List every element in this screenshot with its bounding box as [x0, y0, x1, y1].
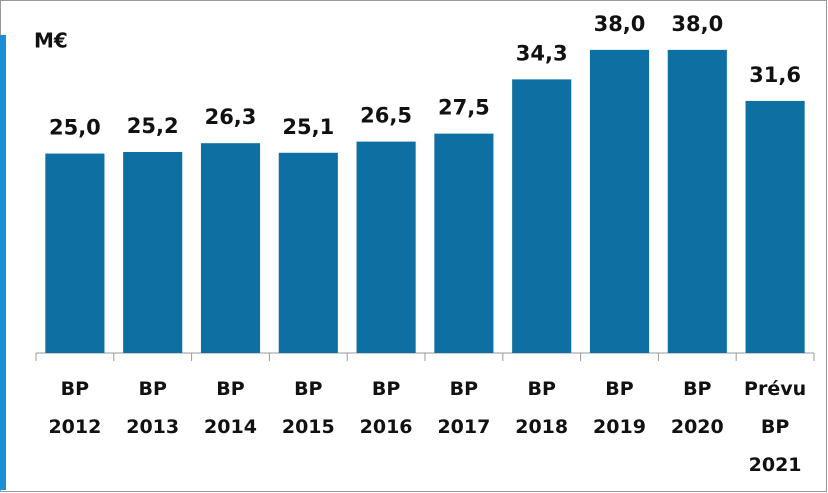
bar [45, 153, 105, 353]
bar [512, 79, 572, 353]
x-tick-label: BP 2012 [48, 378, 102, 438]
bar [667, 49, 727, 353]
x-tick-label: BP 2019 [593, 378, 646, 438]
value-label: 38,0 [671, 12, 723, 36]
bar [434, 133, 494, 353]
bar [278, 152, 338, 353]
value-label: 26,5 [360, 104, 412, 128]
x-tick-label: Prévu BP 2021 [744, 378, 807, 476]
value-label: 25,0 [49, 116, 101, 140]
x-tick-label: BP 2018 [515, 378, 569, 438]
side-stripe [0, 35, 6, 490]
value-label: 31,6 [749, 63, 801, 87]
bar [200, 143, 261, 353]
bar [123, 151, 183, 353]
x-tick-label: BP 2015 [281, 378, 335, 438]
x-tick-label: BP 2016 [359, 378, 413, 438]
bar [745, 100, 805, 353]
bar [589, 49, 650, 353]
value-label: 26,3 [205, 105, 257, 129]
value-label: 34,3 [516, 41, 568, 65]
value-label: 25,1 [282, 115, 334, 139]
x-tick-label: BP 2014 [204, 378, 257, 438]
x-tick-label: BP 2017 [437, 378, 491, 438]
value-label: 27,5 [438, 96, 490, 120]
value-label: 38,0 [594, 12, 646, 36]
value-label: 25,2 [127, 114, 179, 138]
x-tick-label: BP 2020 [670, 378, 724, 438]
x-tick-label: BP 2013 [126, 378, 180, 438]
bar [356, 141, 416, 353]
y-axis-label: M€ [34, 29, 68, 53]
